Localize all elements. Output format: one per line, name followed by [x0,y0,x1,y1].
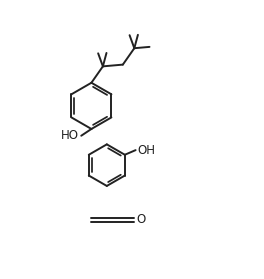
Text: OH: OH [137,144,155,157]
Text: HO: HO [61,129,79,142]
Text: O: O [136,213,145,226]
